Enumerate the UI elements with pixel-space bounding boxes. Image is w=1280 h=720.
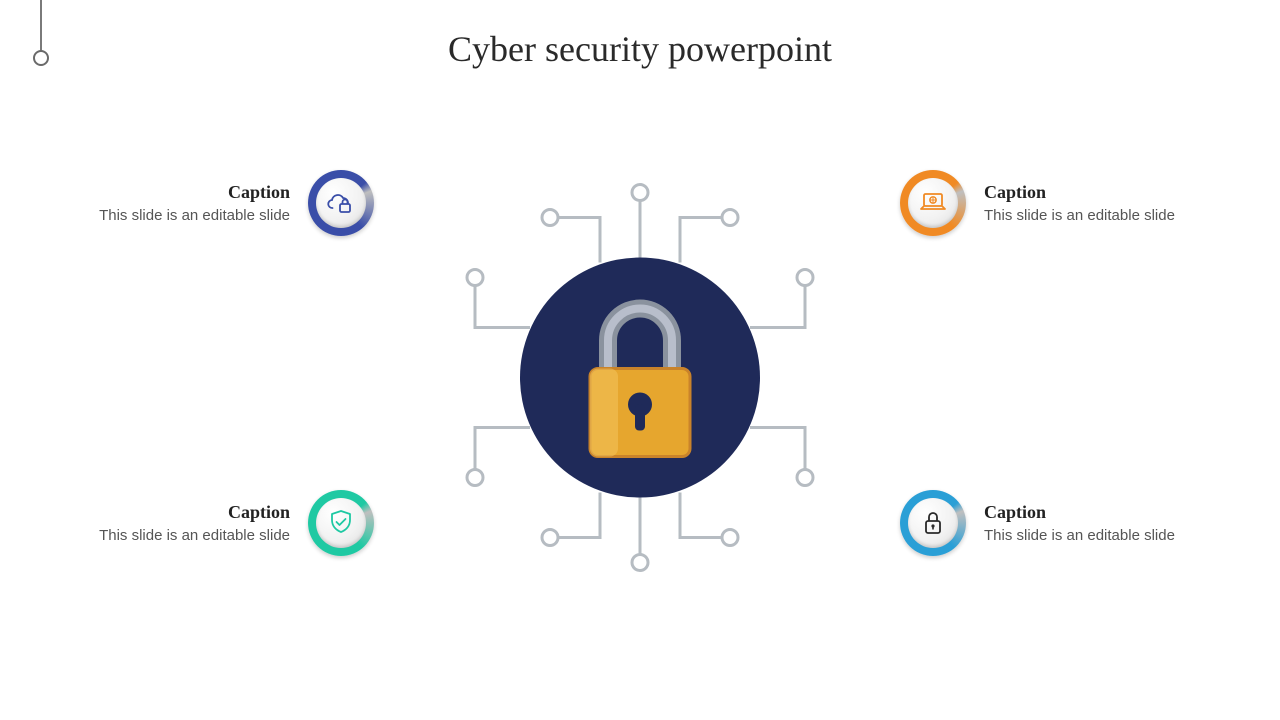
cloud-lock-icon — [326, 188, 356, 218]
item-top-right: Caption This slide is an editable slide — [900, 170, 1214, 236]
center-lock-graphic — [430, 168, 850, 593]
item-bottom-right: Caption This slide is an editable slide — [900, 490, 1214, 556]
item-bottom-left: Caption This slide is an editable slide — [60, 490, 374, 556]
caption-br: Caption — [984, 502, 1214, 523]
icon-ring-tl — [308, 170, 374, 236]
icon-ring-tr — [900, 170, 966, 236]
padlock-icon — [918, 508, 948, 538]
icon-ring-br — [900, 490, 966, 556]
lock-circuit-svg — [430, 168, 850, 588]
desc-br: This slide is an editable slide — [984, 527, 1214, 544]
slide-title: Cyber security powerpoint — [0, 28, 1280, 70]
desc-tl: This slide is an editable slide — [60, 207, 290, 224]
caption-bl: Caption — [60, 502, 290, 523]
caption-tl: Caption — [60, 182, 290, 203]
caption-tr: Caption — [984, 182, 1214, 203]
icon-ring-bl — [308, 490, 374, 556]
desc-bl: This slide is an editable slide — [60, 527, 290, 544]
laptop-globe-icon — [918, 188, 948, 218]
shield-check-icon — [326, 508, 356, 538]
desc-tr: This slide is an editable slide — [984, 207, 1214, 224]
item-top-left: Caption This slide is an editable slide — [60, 170, 374, 236]
